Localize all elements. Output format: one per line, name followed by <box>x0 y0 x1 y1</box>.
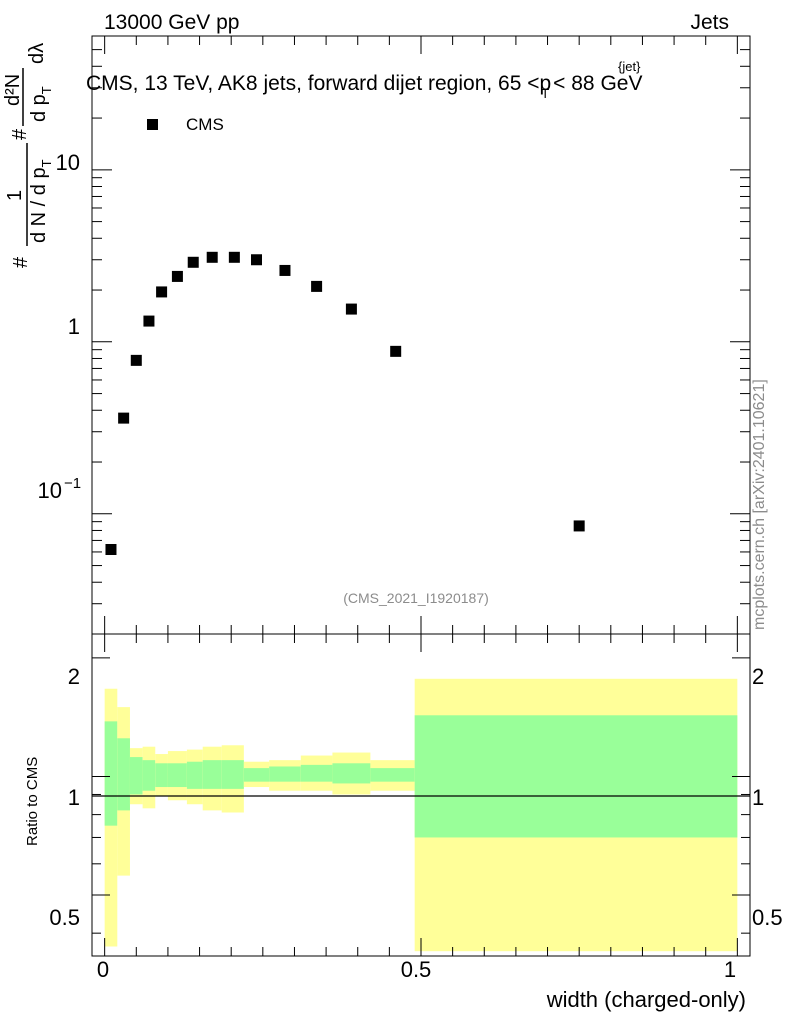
main-annotation: CMS, 13 TeV, AK8 jets, forward dijet reg… <box>86 72 642 101</box>
annotation-prefix: CMS, 13 TeV, AK8 jets, forward dijet reg… <box>86 72 540 95</box>
ratio-inner-band-8 <box>221 760 244 789</box>
ratio-ytick-right-1: 1 <box>752 785 764 810</box>
side-credit: mcplots.cern.ch [arXiv:2401.10621] <box>751 379 768 630</box>
ylabel-one: 1 <box>4 190 26 201</box>
ratio-inner-band-12 <box>332 763 371 784</box>
ratio-inner-band-5 <box>167 763 187 788</box>
xtick-label-0: 0 <box>97 957 109 982</box>
ratio-inner-band-6 <box>186 761 203 789</box>
ratio-inner-band-1 <box>117 738 130 811</box>
ratio-ytick-right-0.5: 0.5 <box>752 905 783 930</box>
ylabel-hash-left: # <box>10 256 32 268</box>
data-point <box>143 315 155 327</box>
header-right: Jets <box>690 11 729 34</box>
ratio-inner-band-0 <box>104 721 118 826</box>
ratio-ytick-left-2: 2 <box>68 664 80 689</box>
ytick-label-0.1: 10 <box>38 478 62 503</box>
ylabel-dp: d pT <box>28 86 54 122</box>
ratio-panel: 2 1 0.5 2 1 0.5 Ratio to CMS <box>24 633 783 957</box>
annotation-sup: {jet} <box>618 59 641 74</box>
main-ticks <box>92 35 750 635</box>
data-point <box>130 354 142 366</box>
main-panel: CMS, 13 TeV, AK8 jets, forward dijet reg… <box>38 35 751 635</box>
ylabel-den: d N / d pT <box>28 159 54 243</box>
ratio-ytick-left-0.5: 0.5 <box>49 905 80 930</box>
data-point <box>206 251 218 263</box>
ratio-ytick-left-1: 1 <box>68 785 80 810</box>
data-point <box>279 264 291 276</box>
data-point <box>171 270 183 282</box>
main-ylabel: # d N / d pT 1 # d pT d²N dλ <box>2 43 54 268</box>
ratio-inner-band-4 <box>155 763 168 788</box>
data-point <box>311 280 323 292</box>
x-axis-label: width (charged-only) <box>546 987 746 1012</box>
legend-label: CMS <box>186 115 224 134</box>
annotation-suffix: < 88 GeV <box>553 72 642 95</box>
ratio-inner-band-7 <box>202 760 222 789</box>
data-point <box>105 543 117 555</box>
ylabel-hash-mid: # <box>9 128 31 140</box>
ratio-inner-band-11 <box>300 764 333 782</box>
ratio-ylabel: Ratio to CMS <box>24 757 41 846</box>
ratio-ytick-right-2: 2 <box>752 664 764 689</box>
data-point <box>251 254 262 266</box>
ratio-inner-band-10 <box>269 766 301 782</box>
ratio-ticks <box>92 634 750 956</box>
data-point <box>345 303 357 315</box>
ytick-label-1: 1 <box>68 314 80 339</box>
data-point <box>390 345 402 357</box>
ytick-label-10: 10 <box>56 150 80 175</box>
watermark: (CMS_2021_I1920187) <box>343 590 489 606</box>
data-point <box>118 412 130 424</box>
ratio-bands <box>104 678 738 952</box>
data-point <box>573 520 585 532</box>
ratio-inner-band-3 <box>142 760 156 791</box>
ratio-inner-band-9 <box>243 768 270 782</box>
xtick-label-1: 1 <box>724 957 736 982</box>
header-left: 13000 GeV pp <box>104 11 239 34</box>
ratio-inner-band-2 <box>129 757 143 795</box>
ytick-label-0.1-exp: −1 <box>64 475 81 492</box>
ylabel-dlambda: dλ <box>26 43 48 64</box>
data-point <box>228 251 240 263</box>
annotation-sub: T <box>541 86 549 101</box>
ylabel-d2N: d²N <box>2 74 24 106</box>
legend-marker <box>147 119 158 130</box>
ratio-inner-band-14 <box>414 715 738 838</box>
data-point <box>187 256 199 268</box>
data-point <box>156 286 168 298</box>
annotation-p: p <box>540 72 552 95</box>
ratio-inner-band-13 <box>370 768 415 782</box>
main-points <box>105 251 585 555</box>
xtick-label-0.5: 0.5 <box>401 957 432 982</box>
